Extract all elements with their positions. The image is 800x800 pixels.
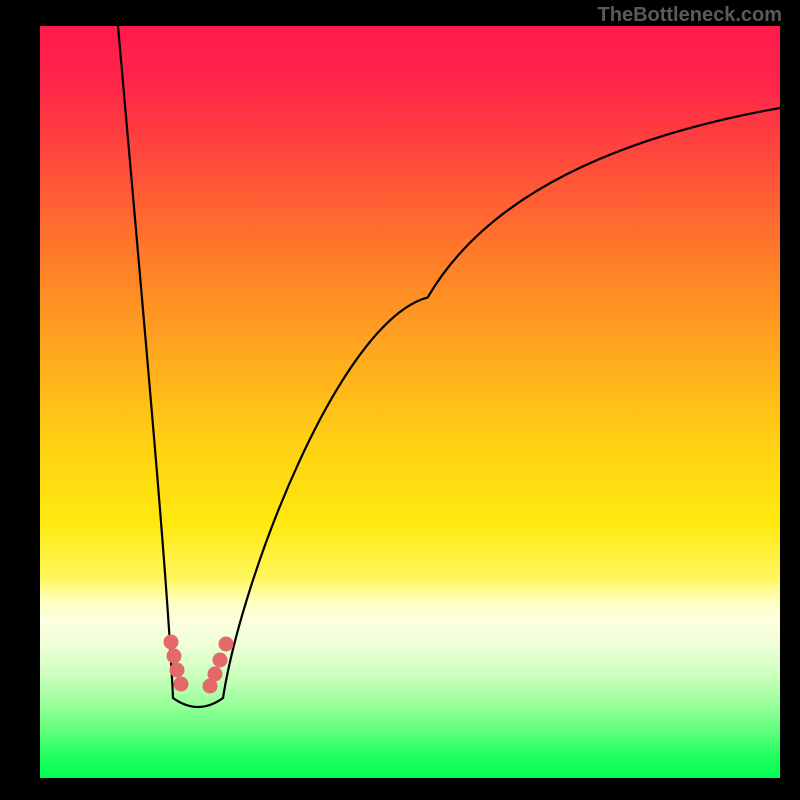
curve-marker [213, 653, 228, 668]
curve-markers [164, 635, 234, 694]
curve-marker [164, 635, 179, 650]
watermark-text: TheBottleneck.com [598, 4, 782, 27]
curve-marker [174, 677, 189, 692]
curve-marker [170, 663, 185, 678]
curve-marker [208, 667, 223, 682]
curve-marker [167, 649, 182, 664]
plot-area [40, 26, 780, 778]
bottleneck-curve [40, 26, 780, 778]
curve-marker [219, 637, 234, 652]
